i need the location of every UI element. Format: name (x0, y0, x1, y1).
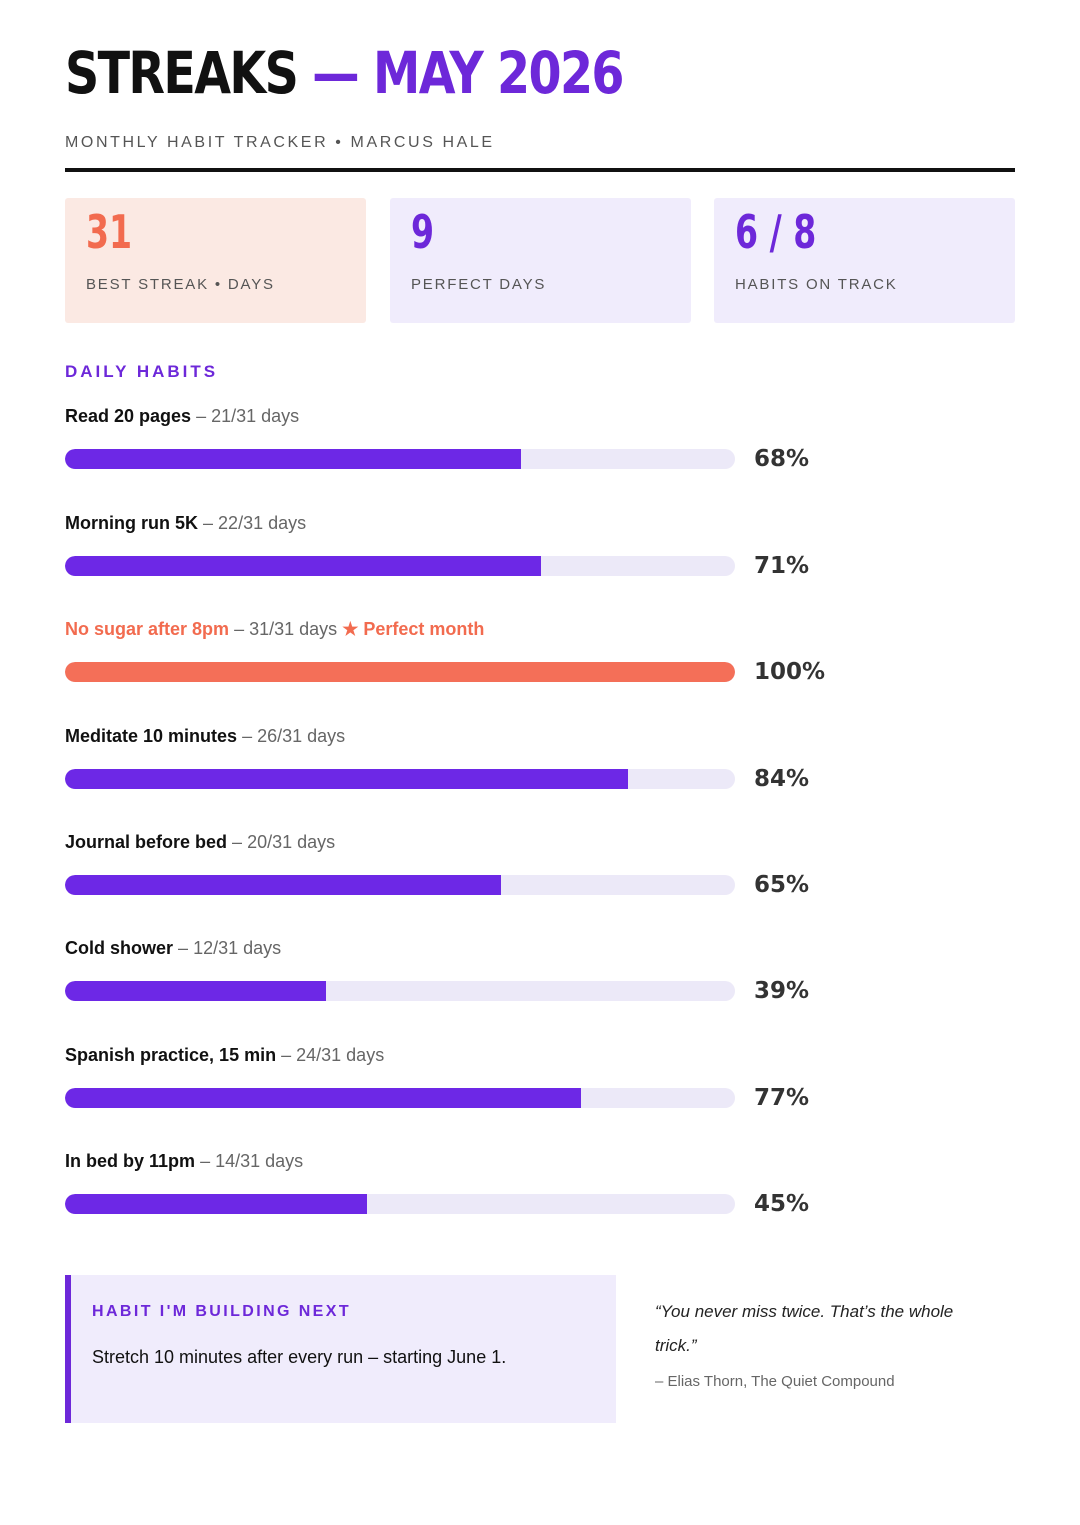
habit-name: Spanish practice, 15 min (65, 1045, 277, 1065)
stat-card-best-streak: 31 BEST STREAK • DAYS (65, 198, 366, 323)
habit-percent: 77% (754, 1085, 810, 1111)
habit-separator: – (281, 1045, 292, 1065)
stat-card-habits-on-track: 6 / 8 HABITS ON TRACK (714, 198, 1015, 323)
habit-separator: – (178, 938, 189, 958)
progress-fill (65, 662, 735, 682)
habit-row: Cold shower – 12/31 days 39% (65, 936, 1015, 1026)
habit-percent: 71% (754, 553, 810, 579)
habit-percent: 65% (754, 872, 810, 898)
habit-row-perfect: No sugar after 8pm – 31/31 days ★ Perfec… (65, 617, 1015, 707)
habit-name: Cold shower (65, 938, 174, 958)
section-title-daily-habits: DAILY HABITS (65, 362, 219, 381)
stat-label: PERFECT DAYS (411, 276, 547, 293)
next-habit-callout: HABIT I'M BUILDING NEXT Stretch 10 minut… (65, 1275, 616, 1423)
habit-header: Journal before bed – 20/31 days (65, 830, 335, 854)
habit-days: 22/31 days (218, 513, 307, 533)
habit-header: In bed by 11pm – 14/31 days (65, 1149, 303, 1173)
callout-title: HABIT I'M BUILDING NEXT (92, 1303, 351, 1320)
habit-header: Spanish practice, 15 min – 24/31 days (65, 1043, 384, 1067)
habit-header: Morning run 5K – 22/31 days (65, 511, 306, 535)
quote-text: “You never miss twice. That’s the whole … (655, 1302, 954, 1355)
title-month: MAY 2026 (373, 39, 624, 107)
habit-separator: – (232, 832, 243, 852)
habit-days: 21/31 days (211, 406, 300, 426)
stat-card-perfect-days: 9 PERFECT DAYS (390, 198, 691, 323)
habit-percent: 68% (754, 446, 810, 472)
habit-percent: 100% (754, 659, 826, 685)
habit-header: Cold shower – 12/31 days (65, 936, 281, 960)
header-divider (65, 168, 1015, 172)
habit-percent: 45% (754, 1191, 810, 1217)
habit-separator: – (196, 406, 207, 426)
progress-track (65, 1088, 735, 1108)
page-subtitle: MONTHLY HABIT TRACKER • MARCUS HALE (65, 134, 495, 151)
progress-track (65, 1194, 735, 1214)
progress-track (65, 449, 735, 469)
habit-name: Meditate 10 minutes (65, 726, 238, 746)
stat-value: 6 / 8 (735, 205, 817, 259)
habit-separator: – (234, 619, 245, 639)
progress-fill (65, 449, 521, 469)
progress-track (65, 769, 735, 789)
habit-row: Meditate 10 minutes – 26/31 days 84% (65, 724, 1015, 814)
habit-days: 20/31 days (247, 832, 336, 852)
habit-separator: – (203, 513, 214, 533)
progress-fill (65, 769, 628, 789)
stat-label: BEST STREAK • DAYS (86, 276, 275, 293)
title-main: STREAKS (65, 39, 299, 107)
progress-track (65, 556, 735, 576)
habit-header: Meditate 10 minutes – 26/31 days (65, 724, 345, 748)
perfect-month-badge: ★ Perfect month (342, 619, 485, 639)
stat-label: HABITS ON TRACK (735, 276, 898, 293)
habit-percent: 84% (754, 766, 810, 792)
progress-fill (65, 1088, 581, 1108)
habit-days: 31/31 days (249, 619, 338, 639)
progress-fill (65, 875, 501, 895)
stat-value: 9 (411, 205, 435, 259)
habit-row: In bed by 11pm – 14/31 days 45% (65, 1149, 1015, 1239)
progress-track (65, 875, 735, 895)
title-dash: — (312, 39, 360, 107)
habit-days: 26/31 days (257, 726, 346, 746)
habit-row: Spanish practice, 15 min – 24/31 days 77… (65, 1043, 1015, 1133)
habit-row: Morning run 5K – 22/31 days 71% (65, 511, 1015, 601)
habit-row: Read 20 pages – 21/31 days 68% (65, 404, 1015, 494)
habit-name: No sugar after 8pm (65, 619, 230, 639)
habit-name: In bed by 11pm (65, 1151, 196, 1171)
habit-percent: 39% (754, 978, 810, 1004)
habit-row: Journal before bed – 20/31 days 65% (65, 830, 1015, 920)
habit-days: 14/31 days (215, 1151, 304, 1171)
page-title: STREAKS — MAY 2026 (65, 38, 624, 108)
habit-header: Read 20 pages – 21/31 days (65, 404, 299, 428)
habit-name: Journal before bed (65, 832, 228, 852)
habit-header: No sugar after 8pm – 31/31 days ★ Perfec… (65, 617, 484, 641)
habit-separator: – (200, 1151, 211, 1171)
progress-fill (65, 1194, 367, 1214)
progress-track (65, 981, 735, 1001)
progress-fill (65, 556, 541, 576)
callout-text: Stretch 10 minutes after every run – sta… (92, 1347, 507, 1367)
stat-value: 31 (86, 205, 133, 259)
progress-track (65, 662, 735, 682)
progress-fill (65, 981, 327, 1001)
habit-separator: – (242, 726, 253, 746)
habit-name: Morning run 5K (65, 513, 198, 533)
quote-attribution: – Elias Thorn, The Quiet Compound (655, 1373, 895, 1390)
habit-name: Read 20 pages (65, 406, 192, 426)
habit-days: 12/31 days (193, 938, 282, 958)
habit-days: 24/31 days (296, 1045, 385, 1065)
